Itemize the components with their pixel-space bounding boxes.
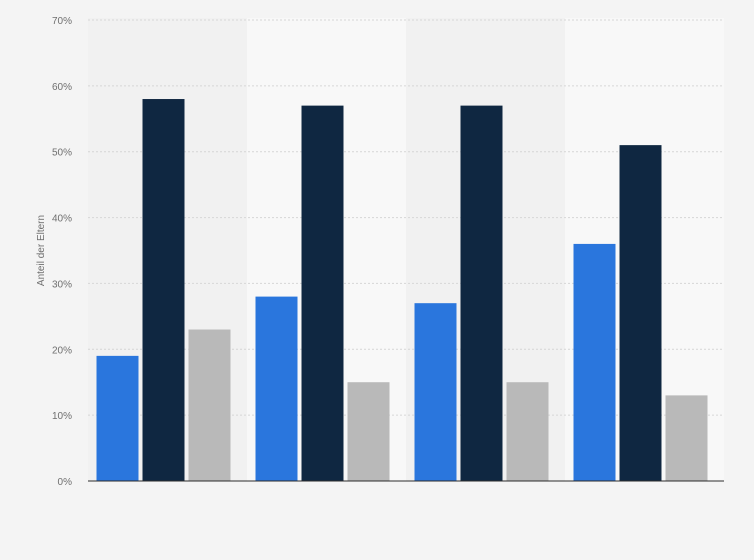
y-tick-label: 30% [52,279,72,290]
y-axis-title: Anteil der Eltern [36,215,47,286]
y-axis-ticks: 0% 10% 20% 30% 40% 50% 60% 70% [52,16,72,488]
bar-series-2-category-4 [619,145,662,481]
y-tick-label: 10% [52,411,72,422]
y-tick-label: 20% [52,345,72,356]
y-tick-label: 60% [52,82,72,93]
bar-series-3-category-3 [506,382,549,481]
y-tick-label: 0% [58,477,73,488]
y-tick-label: 50% [52,148,72,159]
bar-series-1-category-2 [255,296,298,481]
y-tick-label: 40% [52,214,72,225]
bar-series-2-category-2 [301,105,344,481]
bar-series-3-category-1 [188,329,231,481]
bar-series-1-category-3 [414,303,457,481]
bar-series-1-category-1 [96,355,139,481]
bar-series-2-category-3 [460,105,503,481]
bar-series-1-category-4 [573,243,616,481]
bars [96,99,708,482]
bar-series-2-category-1 [142,99,185,482]
y-tick-label: 70% [52,16,72,27]
bar-series-3-category-2 [347,382,390,481]
bar-series-3-category-4 [665,395,708,481]
